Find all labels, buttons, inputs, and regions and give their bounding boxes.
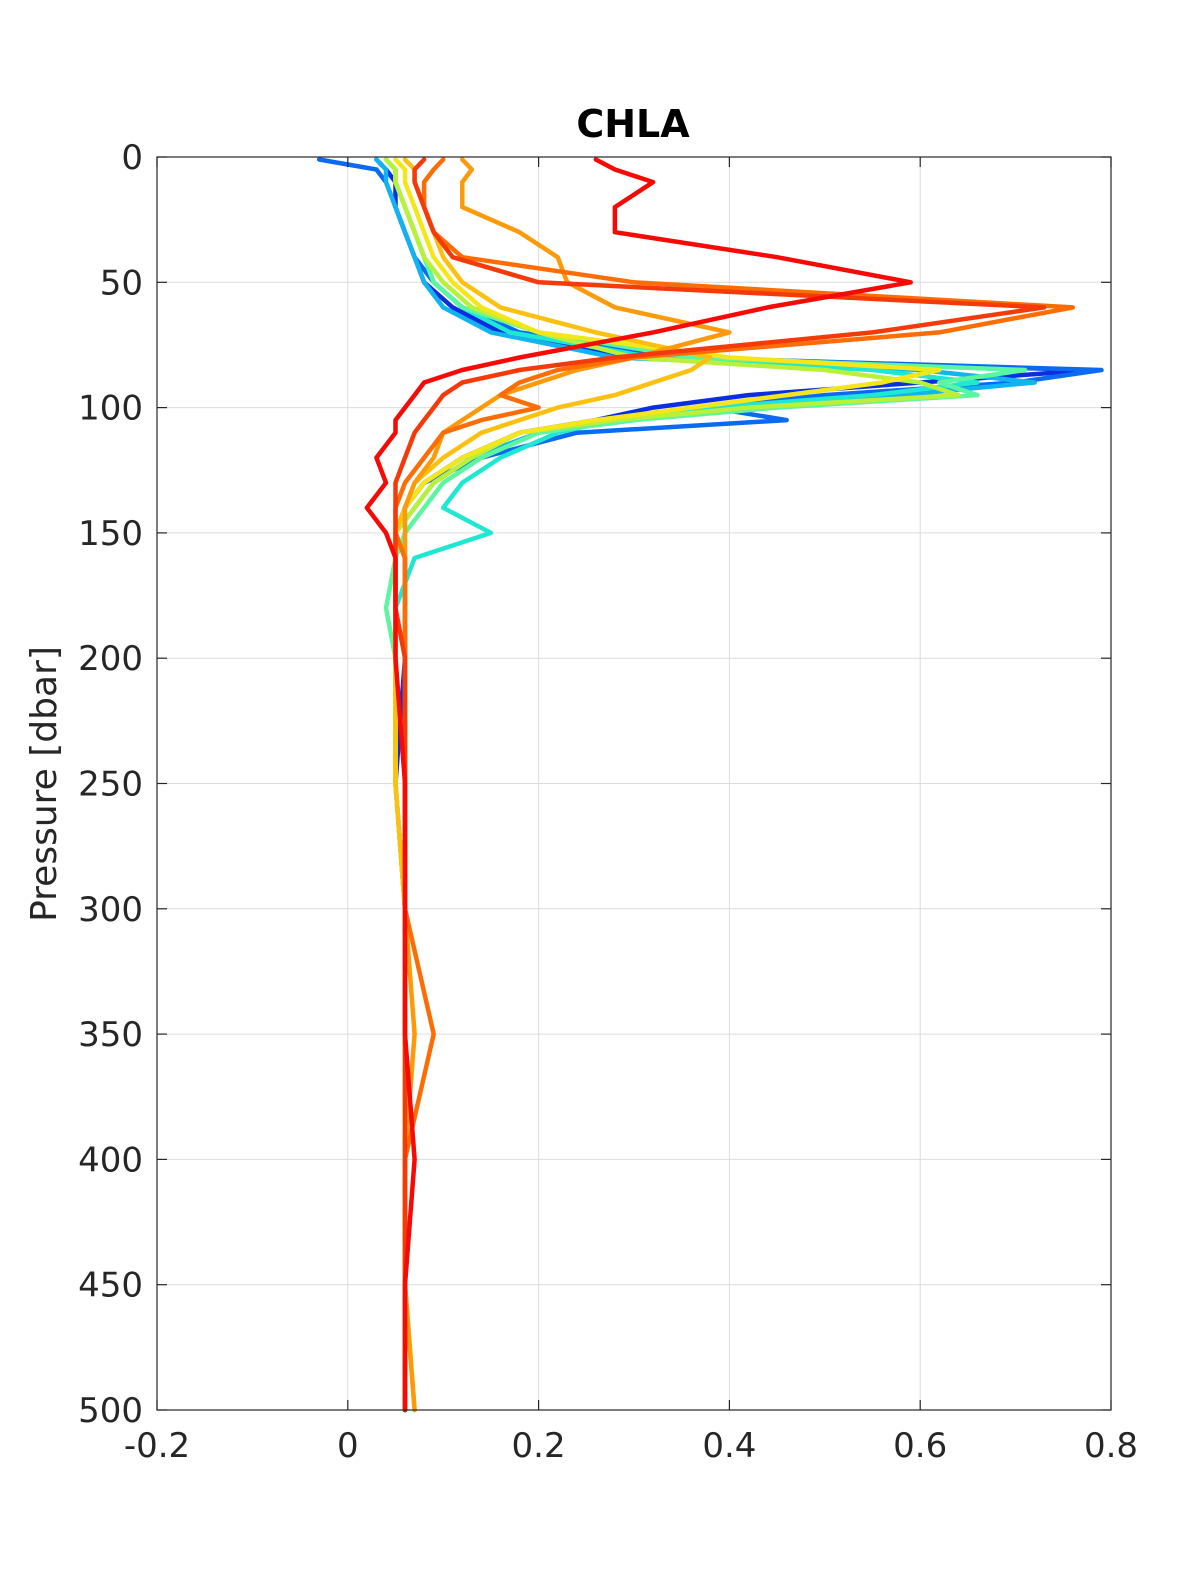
y-tick-label-0: 0 (121, 138, 143, 178)
y-tick-label-7: 350 (78, 1015, 143, 1055)
y-tick-label-8: 400 (78, 1140, 143, 1180)
y-tick-label-10: 500 (78, 1391, 143, 1431)
y-tick-label-5: 250 (78, 765, 143, 805)
x-tick-label-0: -0.2 (124, 1426, 190, 1466)
series-layer (316, 157, 1104, 1413)
y-tick-label-4: 200 (78, 639, 143, 679)
y-tick-label-3: 150 (78, 514, 143, 554)
profile-line-12 (364, 157, 913, 1413)
x-tick-label-2: 0.2 (512, 1426, 566, 1466)
y-tick-label-9: 450 (78, 1266, 143, 1306)
y-tick-label-2: 100 (78, 389, 143, 429)
axis-layer: -0.2 0 0.2 0.4 0.6 0.8 0 50 100 150 200 250 300 350 40… (78, 138, 1138, 1466)
x-tick-label-1: 0 (337, 1426, 359, 1466)
y-tick-label-1: 50 (100, 263, 143, 303)
y-axis-label: Pressure [dbar] (24, 646, 65, 922)
y-tick-label-6: 300 (78, 890, 143, 930)
profile-line-8 (393, 157, 713, 1413)
chart-title: CHLA (576, 102, 690, 146)
profile-line-11 (393, 157, 1047, 1413)
x-tick-label-3: 0.4 (702, 1426, 756, 1466)
x-tick-label-4: 0.6 (893, 1426, 947, 1466)
x-tick-label-5: 0.8 (1084, 1426, 1138, 1466)
